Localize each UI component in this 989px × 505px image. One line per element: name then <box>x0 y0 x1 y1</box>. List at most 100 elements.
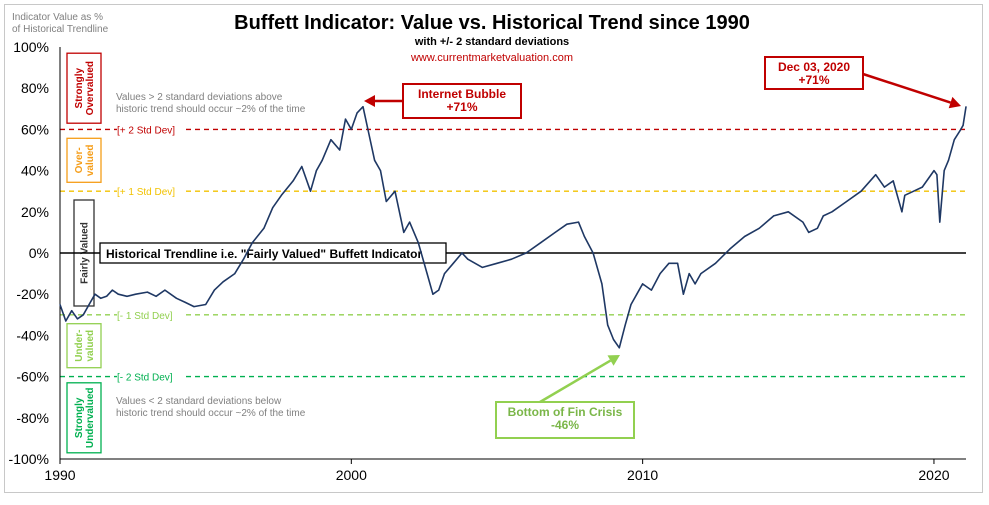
chart-subtitle: with +/- 2 standard deviations <box>414 36 569 48</box>
data-point <box>744 235 746 238</box>
data-point <box>802 221 804 223</box>
data-point <box>816 227 819 229</box>
notes: Values > 2 standard deviations abovehist… <box>116 92 306 419</box>
annotations: Internet Bubble+71%Dec 03, 2020+71%Botto… <box>364 56 961 439</box>
data-point <box>677 262 679 264</box>
note-above-line: historic trend should occur ~2% of the t… <box>116 104 306 115</box>
data-point <box>330 139 332 141</box>
data-point <box>251 242 253 244</box>
data-point <box>292 180 294 182</box>
x-tick-label: 2020 <box>918 467 949 483</box>
zone-box <box>66 137 102 183</box>
annotation-box <box>495 401 635 439</box>
data-point <box>892 180 894 182</box>
data-point <box>729 248 731 250</box>
zone-text-line: Undervalued <box>85 388 96 449</box>
data-point <box>403 231 405 233</box>
data-point <box>700 273 702 275</box>
data-point <box>860 190 862 192</box>
reference-line--30: [- 1 Std Dev] <box>60 306 966 323</box>
data-point <box>904 194 906 196</box>
data-point <box>222 281 224 283</box>
zone-text: StronglyUndervalued <box>74 388 96 449</box>
data-point <box>242 258 245 260</box>
data-point <box>822 215 824 217</box>
y-tick-label: 80% <box>21 80 49 96</box>
data-point <box>368 132 370 135</box>
reference-line--60: [- 2 Std Dev] <box>60 368 966 385</box>
y-tick-label: 20% <box>21 204 49 220</box>
zone-text-line: Under- <box>74 330 85 362</box>
data-point <box>618 347 620 349</box>
source-url: www.currentmarketvaluation.com <box>410 52 573 64</box>
annotation-arrow-head <box>607 355 620 366</box>
data-point <box>936 174 938 176</box>
annotation-text: Bottom of Fin Crisis <box>508 405 623 419</box>
x-tick-label: 1990 <box>44 467 75 483</box>
data-point <box>321 159 323 161</box>
data-point <box>960 128 962 130</box>
data-point <box>164 289 166 291</box>
std-dev-label: [+ 2 Std Dev] <box>117 125 175 136</box>
data-point <box>76 318 79 320</box>
y-tick-label: -80% <box>16 410 49 426</box>
annotation-box <box>764 56 864 90</box>
data-point <box>636 293 638 295</box>
std-dev-label-bg <box>117 368 185 385</box>
data-point <box>339 149 341 151</box>
data-point <box>301 165 303 168</box>
data-point <box>82 314 84 316</box>
data-point <box>682 293 685 295</box>
data-point <box>714 262 717 264</box>
zone-text-line: valued <box>85 144 96 176</box>
zone-text-line: Strongly <box>74 397 85 438</box>
reference-lines: [+ 2 Std Dev] [+ 1 Std Dev] Historical Tre… <box>60 121 966 385</box>
annotation-arrow-shaft <box>862 72 951 104</box>
data-point <box>111 289 113 291</box>
zone-text: Over-valued <box>74 144 96 176</box>
annotation-box <box>402 83 522 119</box>
note-below-line: historic trend should occur ~2% of the t… <box>116 408 306 419</box>
data-point <box>965 106 967 108</box>
annotation-text: Dec 03, 2020 <box>778 60 850 74</box>
zone-text-line: valued <box>85 330 96 362</box>
data-point <box>688 273 690 275</box>
y-tick-label: -20% <box>16 286 49 302</box>
std-dev-label-bg <box>117 121 185 138</box>
data-point <box>913 190 915 192</box>
data-point <box>659 273 661 275</box>
data-point <box>808 231 810 233</box>
data-point <box>612 338 615 341</box>
data-point <box>350 128 352 130</box>
data-point <box>205 303 207 306</box>
annotation-arrow-head <box>948 96 961 109</box>
std-dev-label-bg <box>117 306 185 323</box>
data-point <box>438 289 440 291</box>
data-point <box>432 293 434 295</box>
zone-label-strongly-undervalued: StronglyUndervalued <box>66 382 102 454</box>
data-point <box>71 310 73 312</box>
series-line <box>59 105 967 349</box>
chart-frame <box>4 4 983 493</box>
data-point <box>540 242 542 244</box>
std-dev-label: [- 2 Std Dev] <box>117 373 173 384</box>
zone-box <box>66 52 102 124</box>
data-point <box>510 258 513 260</box>
annotation-arrow-shaft <box>539 359 612 404</box>
data-point <box>901 211 903 213</box>
data-point <box>583 235 586 238</box>
data-point <box>280 194 282 196</box>
annotation-text: -46% <box>551 418 579 432</box>
data-point <box>356 112 358 114</box>
y-tick-label: 40% <box>21 163 49 179</box>
data-point <box>135 293 137 295</box>
data-point <box>409 221 411 223</box>
zone-box <box>66 382 102 454</box>
data-point <box>773 215 775 217</box>
zone-label-strongly-overvalued: StronglyOvervalued <box>66 52 102 124</box>
data-point <box>758 227 760 229</box>
data-point <box>467 258 469 260</box>
data-point <box>385 200 387 203</box>
data-point <box>642 283 644 285</box>
